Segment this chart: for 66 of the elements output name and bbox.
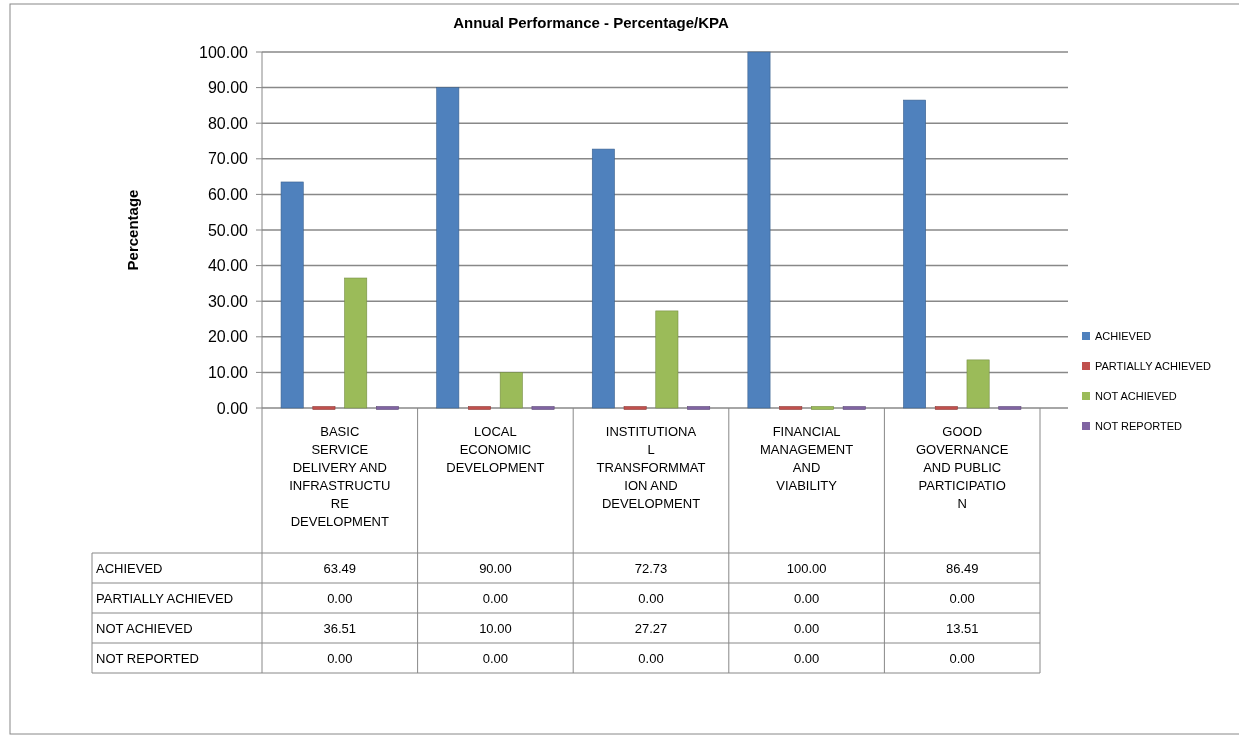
bar xyxy=(842,406,866,410)
bar xyxy=(468,406,491,410)
data-label: 13.51 xyxy=(945,620,979,636)
data-label: 0.00 xyxy=(638,590,664,606)
y-axis-title: Percentage xyxy=(124,189,141,271)
bar xyxy=(531,406,555,410)
legend-label: ACHIEVED xyxy=(1095,330,1152,342)
data-label: 100.00 xyxy=(786,560,827,576)
chart-title: Annual Performance - Percentage/KPA xyxy=(453,14,729,31)
data-label: 72.73 xyxy=(634,560,668,576)
bar xyxy=(312,406,336,410)
bar xyxy=(934,406,958,410)
legend-label: NOT REPORTED xyxy=(1095,420,1183,432)
y-tick-label: 10.00 xyxy=(207,364,249,381)
bar xyxy=(376,406,399,410)
bar xyxy=(687,406,711,410)
data-label: 86.49 xyxy=(945,560,979,576)
data-label: 0.00 xyxy=(482,650,509,666)
bar xyxy=(655,310,679,409)
x-tick-label: FINANCIAL MANAGEMENT AND VIABILITY xyxy=(760,424,854,493)
bar xyxy=(966,359,990,409)
bar xyxy=(779,406,803,410)
bar xyxy=(591,148,615,409)
y-tick-label: 80.00 xyxy=(207,114,249,132)
bar xyxy=(747,51,771,409)
y-tick-label: 50.00 xyxy=(207,221,249,239)
data-label: 27.27 xyxy=(634,620,668,636)
bar xyxy=(903,99,926,409)
y-tick-label: 40.00 xyxy=(207,257,249,275)
data-label: 0.00 xyxy=(793,590,820,606)
bar xyxy=(280,181,304,409)
legend-label: NOT ACHIEVED xyxy=(1095,390,1177,402)
data-label: 36.51 xyxy=(323,620,357,636)
data-label: 0.00 xyxy=(793,650,820,666)
data-label: 10.00 xyxy=(479,620,512,636)
legend-label: PARTIALLY ACHIEVED xyxy=(1095,360,1212,372)
x-tick-label: LOCAL ECONOMIC DEVELOPMENT xyxy=(446,424,545,475)
bar xyxy=(623,406,647,410)
bar xyxy=(811,406,834,410)
data-label: 0.00 xyxy=(949,650,975,666)
bar xyxy=(499,372,523,409)
bar xyxy=(998,406,1022,410)
data-label: 90.00 xyxy=(479,560,512,576)
y-tick-label: 20.00 xyxy=(207,328,249,346)
data-label: 0.00 xyxy=(327,650,353,666)
data-label: 0.00 xyxy=(482,590,509,606)
text: ACHIEVED xyxy=(96,560,163,576)
y-tick-label: 90.00 xyxy=(207,79,249,97)
y-tick-label: 30.00 xyxy=(207,292,249,310)
text: NOT ACHIEVED xyxy=(96,620,193,636)
text: PARTIALLY ACHIEVED xyxy=(96,590,234,606)
y-tick-label: 0.00 xyxy=(216,399,249,417)
data-label: 0.00 xyxy=(327,590,353,606)
data-label: 0.00 xyxy=(638,650,664,666)
data-label: 0.00 xyxy=(949,590,975,606)
x-tick-label: GOOD GOVERNANCE AND PUBLIC PARTICIPATION xyxy=(915,424,1009,511)
text: NOT REPORTED xyxy=(96,650,199,666)
y-tick-label: 70.00 xyxy=(207,150,249,168)
x-tick-label: BASIC SERVICE DELIVERY AND INFRASTRUCTURE DEVELOPMENT xyxy=(289,424,391,529)
bar xyxy=(344,277,368,409)
y-tick-label: 60.00 xyxy=(207,186,249,203)
bar xyxy=(436,87,460,409)
x-tick-label: INSTITUTIONAL TRANSFORMMATION AND DEVELOPMENT xyxy=(596,424,706,511)
y-tick-label: 100.00 xyxy=(199,43,249,61)
data-label: 63.49 xyxy=(323,560,357,576)
data-label: 0.00 xyxy=(793,620,820,636)
